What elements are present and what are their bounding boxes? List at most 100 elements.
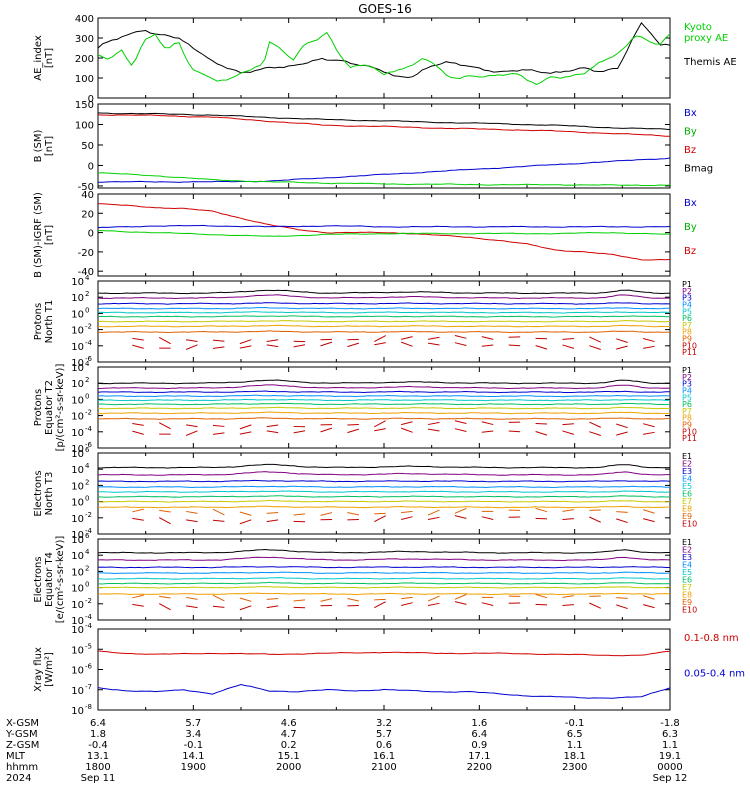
channel-segment	[266, 598, 279, 600]
channel-line	[97, 471, 670, 476]
x-axis-value: 4.7	[281, 729, 297, 740]
x-axis-value: 5.7	[376, 729, 392, 740]
x-axis-value: 3.4	[185, 729, 201, 740]
channel-line	[97, 324, 671, 328]
channel-segment	[293, 430, 306, 434]
y-tick-label: 10	[71, 616, 84, 627]
channel-segment	[374, 428, 386, 432]
y-tick-label: 10	[71, 666, 84, 677]
y-tick-label: 20	[81, 209, 94, 220]
channel-segment	[535, 593, 548, 599]
channel-segment	[266, 344, 279, 348]
channel-segment	[562, 509, 574, 512]
y-axis-label: [W/m²]	[44, 652, 55, 687]
channel-segment	[186, 424, 198, 428]
channel-legend: E6	[682, 490, 692, 499]
panel-frame	[97, 538, 671, 621]
y-axis-label: North T1	[44, 300, 55, 344]
series-line	[97, 31, 671, 85]
channel-line	[97, 556, 671, 562]
channel-line	[97, 398, 671, 402]
channel-segment	[401, 596, 413, 600]
channel-legend: E6	[682, 576, 692, 585]
y-tick-label: 200	[75, 54, 94, 65]
y-axis-label: [e/(cm²-s-sr-keV)]	[55, 536, 66, 624]
channel-segment	[589, 345, 601, 350]
y-tick-exponent: 6	[85, 532, 90, 540]
channel-segment	[266, 605, 279, 609]
channel-segment	[427, 336, 440, 340]
channel-segment	[320, 512, 333, 516]
x-axis-value: 17.1	[468, 751, 490, 762]
channel-line	[97, 302, 671, 305]
series-line	[97, 172, 671, 186]
channel-segment	[401, 421, 413, 426]
x-axis-value: 0.2	[281, 740, 297, 751]
x-axis-row-label: Z-GSM	[6, 740, 39, 751]
x-axis-value: 1.8	[90, 729, 106, 740]
x-axis-value: 2100	[371, 762, 396, 773]
channel-segment	[186, 605, 198, 609]
channel-legend: E2	[682, 546, 692, 555]
channel-segment	[239, 519, 252, 525]
y-tick-exponent: 0	[85, 581, 89, 589]
year-label: 2024	[6, 773, 31, 784]
y-tick-label: 10	[71, 395, 84, 406]
channel-segment	[535, 430, 548, 436]
y-tick-exponent: -7	[85, 683, 92, 691]
x-axis-value: 0.9	[471, 740, 487, 751]
channel-segment	[132, 603, 144, 607]
y-tick-label: 10	[71, 412, 84, 423]
channel-segment	[454, 507, 467, 514]
channel-segment	[642, 509, 655, 514]
channel-segment	[132, 423, 144, 426]
channel-legend: P6	[682, 400, 692, 409]
y-axis-label: Electrons	[33, 556, 44, 602]
channel-legend: P6	[682, 314, 692, 323]
x-axis-value: 2300	[562, 762, 587, 773]
channel-segment	[400, 341, 413, 347]
channel-legend: P7	[682, 407, 692, 416]
panel-frame	[97, 452, 671, 535]
channel-legend: P7	[682, 321, 692, 330]
channel-segment	[562, 344, 575, 349]
y-tick-label: 10	[71, 444, 84, 455]
x-axis-value: 15.1	[278, 751, 300, 762]
x-axis-value: -0.1	[184, 740, 204, 751]
y-axis-label: [nT]	[44, 48, 55, 68]
y-tick-exponent: 2	[85, 564, 89, 572]
y-tick-exponent: -6	[85, 663, 93, 671]
channel-legend: E5	[682, 568, 692, 577]
y-tick-exponent: -2	[85, 597, 92, 605]
series-line	[97, 112, 671, 131]
y-tick-exponent: 0	[85, 306, 89, 314]
channel-segment	[616, 604, 628, 610]
y-tick-label: -20	[78, 248, 94, 259]
channel-segment	[616, 518, 628, 524]
channel-line	[97, 592, 671, 596]
channel-legend: P8	[682, 328, 692, 337]
y-tick-label: 10	[71, 363, 84, 374]
y-axis-label: Protons	[33, 303, 44, 340]
y-tick-label: 10	[71, 706, 84, 717]
y-tick-exponent: -2	[85, 323, 92, 331]
channel-segment	[266, 512, 279, 514]
x-axis-labels: X-GSM 6.4 5.7 4.6 3.2 1.6 -0.1 -1.8 Y-GSM 1.8 3.4 4…	[5, 718, 687, 784]
y-tick-label: 10	[71, 428, 84, 439]
channel-line	[97, 311, 671, 314]
channel-line	[97, 490, 671, 493]
x-axis-value: 6.3	[662, 729, 678, 740]
y-axis-label: B (SM)	[33, 129, 44, 162]
x-axis-row-label: X-GSM	[6, 718, 39, 729]
channel-legend: E5	[682, 482, 692, 491]
y-tick-label: 300	[75, 34, 94, 45]
channel-segment	[239, 345, 252, 349]
series-line	[97, 224, 671, 229]
channel-legend: P2	[682, 373, 692, 382]
channel-segment	[562, 595, 574, 598]
channel-segment	[374, 342, 386, 346]
channel-segment	[239, 339, 252, 345]
y-tick-exponent: 0	[85, 392, 89, 400]
y-tick-label: 10	[71, 514, 84, 525]
